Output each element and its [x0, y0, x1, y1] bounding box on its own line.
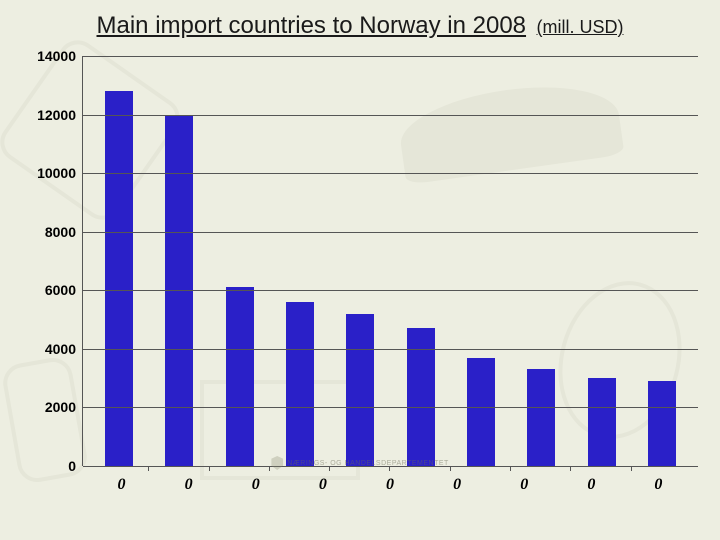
bar — [346, 314, 374, 466]
gridline — [83, 349, 698, 350]
bar-slot — [511, 56, 571, 466]
y-tick-label: 6000 — [20, 282, 76, 298]
gridline — [83, 232, 698, 233]
y-tick-label: 2000 — [20, 399, 76, 415]
chart-title-wrap: Main import countries to Norway in 2008 … — [18, 12, 702, 40]
bar — [588, 378, 616, 466]
gridline — [83, 56, 698, 57]
bars-container — [83, 56, 698, 466]
x-tick-label: 0 — [558, 470, 625, 506]
x-tick-label: 0 — [491, 470, 558, 506]
bar-slot — [390, 56, 450, 466]
gridline — [83, 173, 698, 174]
gridline — [83, 115, 698, 116]
bar-slot — [149, 56, 209, 466]
y-tick-label: 10000 — [20, 165, 76, 181]
x-tick-label: 0 — [289, 470, 356, 506]
y-tick-label: 14000 — [20, 48, 76, 64]
x-tick-label: 0 — [88, 470, 155, 506]
bar-slot — [451, 56, 511, 466]
bar — [286, 302, 314, 466]
x-tick-label: 0 — [356, 470, 423, 506]
y-tick-label: 8000 — [20, 224, 76, 240]
chart-title: Main import countries to Norway in 2008 — [97, 12, 527, 39]
y-tick-label: 12000 — [20, 107, 76, 123]
gridline — [83, 290, 698, 291]
slide-container: Main import countries to Norway in 2008 … — [0, 0, 720, 540]
bar — [467, 358, 495, 466]
y-tick-label: 0 — [20, 458, 76, 474]
plot-area — [82, 56, 698, 466]
bar — [527, 369, 555, 466]
chart-title-unit: (mill. USD) — [536, 17, 623, 37]
x-axis-labels: 000000000 — [82, 470, 698, 506]
x-tick-label: 0 — [625, 470, 692, 506]
y-tick-label: 4000 — [20, 341, 76, 357]
bar-slot — [270, 56, 330, 466]
gridline — [83, 407, 698, 408]
bar — [105, 91, 133, 466]
bar — [648, 381, 676, 466]
bar-slot — [89, 56, 149, 466]
gridline — [83, 466, 698, 467]
bar-slot — [330, 56, 390, 466]
bar-slot — [210, 56, 270, 466]
bar-chart: 000000000 NÆRINGS- OG HANDELSDEPARTEMENT… — [18, 46, 702, 506]
x-tick-label: 0 — [155, 470, 222, 506]
x-tick-label: 0 — [424, 470, 491, 506]
bar — [226, 287, 254, 466]
x-tick-label: 0 — [222, 470, 289, 506]
bar-slot — [571, 56, 631, 466]
bar-slot — [632, 56, 692, 466]
